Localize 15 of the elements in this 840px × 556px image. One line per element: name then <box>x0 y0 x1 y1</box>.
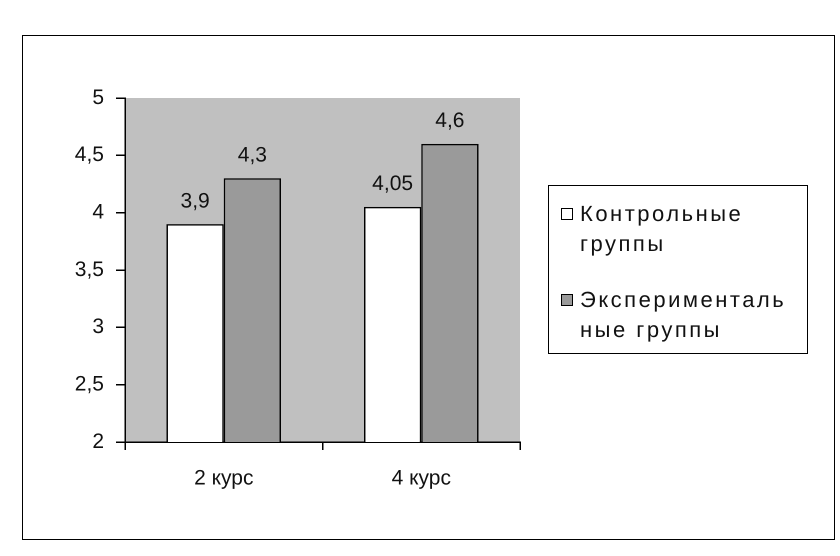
y-tick-label: 3,5 <box>74 258 104 281</box>
x-tick-label: 2 курс <box>194 466 254 490</box>
legend-label: Экспериментальные группы <box>580 286 788 344</box>
y-tick-label: 4 <box>92 200 104 224</box>
data-label: 4,6 <box>435 109 464 132</box>
y-tick-label: 5 <box>92 86 104 109</box>
y-tick-label: 3 <box>92 315 104 338</box>
y-tick-label: 2,5 <box>74 372 104 396</box>
y-tick-label: 4,5 <box>74 143 104 166</box>
legend-label: Контрольные группы <box>580 200 744 258</box>
data-label: 4,05 <box>372 172 414 196</box>
data-label: 4,3 <box>238 144 267 167</box>
y-tick-label: 2 <box>92 430 104 453</box>
x-tick-label: 4 курс <box>392 466 451 490</box>
data-label: 3,9 <box>180 189 210 212</box>
